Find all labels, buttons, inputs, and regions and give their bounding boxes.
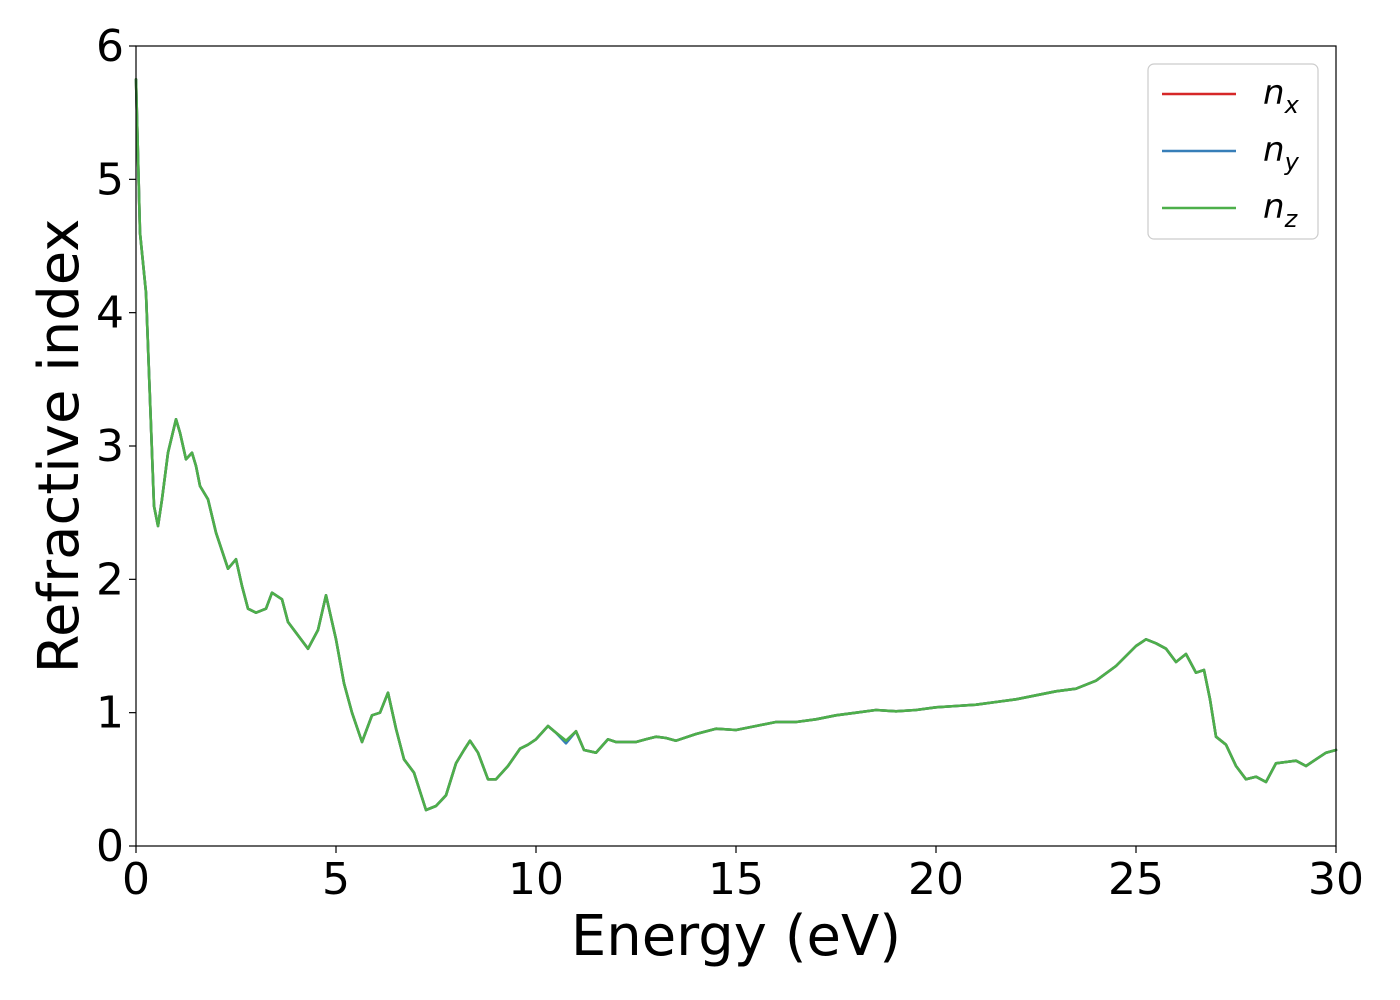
legend-label-base: n bbox=[1263, 73, 1285, 113]
x-tick-label: 25 bbox=[1108, 854, 1164, 905]
legend-label-z: nz bbox=[1263, 187, 1299, 233]
y-tick-label: 3 bbox=[96, 421, 124, 472]
y-tick-label: 4 bbox=[96, 288, 124, 339]
x-axis-title: Energy (eV) bbox=[571, 904, 901, 969]
x-tick-label: 20 bbox=[908, 854, 964, 905]
legend-label-subscript: y bbox=[1284, 148, 1300, 176]
x-tick-label: 0 bbox=[122, 854, 150, 905]
x-tick-label: 15 bbox=[708, 854, 764, 905]
y-tick-label: 2 bbox=[96, 554, 124, 605]
y-axis-ticks: 0 1 2 3 4 5 6 bbox=[96, 21, 136, 872]
legend-label-y: ny bbox=[1263, 130, 1300, 176]
legend-label-subscript: x bbox=[1284, 91, 1300, 119]
series-layer bbox=[134, 78, 1338, 812]
y-tick-label: 5 bbox=[96, 154, 124, 205]
legend-label-x: nx bbox=[1263, 73, 1300, 119]
series-line-z bbox=[134, 78, 1338, 812]
x-tick-label: 10 bbox=[508, 854, 564, 905]
y-tick-label: 6 bbox=[96, 21, 124, 72]
x-tick-label: 30 bbox=[1308, 854, 1364, 905]
y-axis-title: Refractive index bbox=[27, 219, 92, 674]
legend-label-base: n bbox=[1263, 187, 1285, 227]
plot-background bbox=[136, 46, 1336, 846]
y-tick-label: 1 bbox=[96, 688, 124, 739]
x-axis-ticks: 0 5 10 15 20 25 30 bbox=[122, 846, 1364, 905]
y-tick-label: 0 bbox=[96, 821, 124, 872]
legend-label-subscript: z bbox=[1284, 205, 1299, 233]
x-tick-label: 5 bbox=[322, 854, 350, 905]
legend-label-base: n bbox=[1263, 130, 1285, 170]
